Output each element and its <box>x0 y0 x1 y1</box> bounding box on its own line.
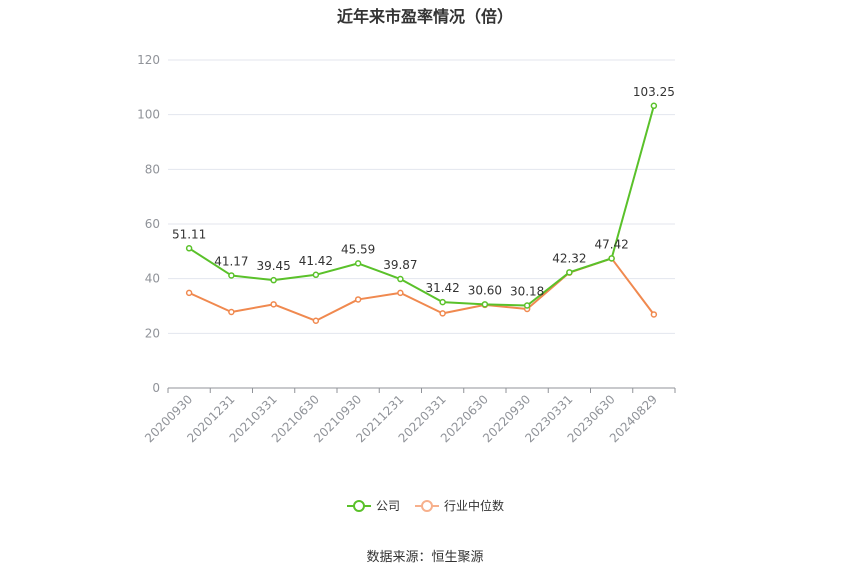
legend-item-company[interactable]: 公司 <box>346 497 400 514</box>
industry-data-point <box>650 311 658 318</box>
data-label: 39.87 <box>383 258 417 272</box>
data-label: 42.32 <box>552 251 586 265</box>
company-data-point <box>566 269 573 276</box>
y-tick-label: 20 <box>145 326 160 340</box>
industry-data-point <box>185 289 193 297</box>
company-data-point <box>270 276 277 284</box>
y-tick-label: 60 <box>145 217 160 231</box>
data-label: 103.25 <box>633 85 675 99</box>
chart-title: 近年来市盈率情况（倍） <box>336 7 513 26</box>
industry-data-point <box>228 308 235 316</box>
industry-data-point <box>270 301 277 308</box>
data-label: 41.17 <box>214 254 248 268</box>
company-data-point <box>397 275 404 283</box>
legend: 公司 行业中位数 <box>0 497 850 514</box>
data-source: 数据来源：恒生聚源 <box>366 550 484 565</box>
company-data-point <box>481 301 489 308</box>
industry-data-point <box>312 317 320 325</box>
series-line-company <box>188 105 655 307</box>
company-data-point <box>312 271 320 279</box>
data-label: 39.45 <box>256 259 290 273</box>
legend-company-label: 公司 <box>375 499 400 513</box>
legend-company-icon <box>346 499 371 512</box>
industry-data-point <box>439 310 446 317</box>
y-tick-label: 120 <box>137 53 160 67</box>
data-label: 41.42 <box>299 254 333 268</box>
y-tick-label: 0 <box>152 381 160 395</box>
company-data-point <box>228 272 235 279</box>
y-tick-label: 80 <box>145 162 160 176</box>
company-data-point <box>354 260 362 267</box>
company-data-point <box>439 298 446 306</box>
industry-data-point <box>397 289 404 297</box>
y-tick-label: 100 <box>137 108 160 122</box>
legend-item-industry-median[interactable]: 行业中位数 <box>414 497 504 514</box>
data-label: 30.60 <box>468 283 502 297</box>
y-tick-label: 40 <box>145 272 160 286</box>
data-label: 51.11 <box>172 227 206 241</box>
data-label: 30.18 <box>510 285 544 299</box>
data-label: 45.59 <box>341 242 375 256</box>
company-data-point <box>650 102 658 110</box>
legend-industry-icon <box>415 499 439 512</box>
legend-industry-label: 行业中位数 <box>444 499 505 513</box>
company-data-point <box>523 302 531 309</box>
data-label: 47.42 <box>594 237 628 251</box>
industry-data-point <box>354 296 362 303</box>
company-data-point <box>185 245 193 252</box>
data-label: 31.42 <box>425 281 459 295</box>
company-data-point <box>608 255 615 262</box>
